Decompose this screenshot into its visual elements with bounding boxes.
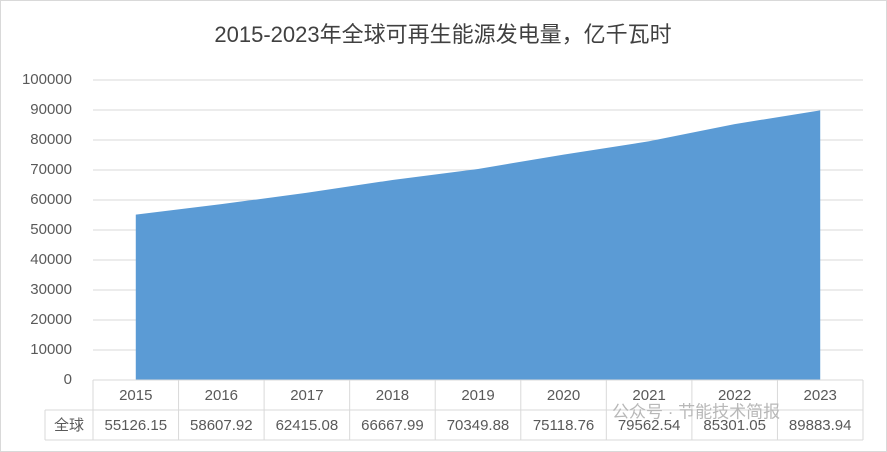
y-tick-label: 60000: [30, 191, 72, 208]
x-tick-label: 2015: [119, 387, 152, 404]
table-value: 66667.99: [361, 417, 424, 434]
x-tick-label: 2022: [718, 387, 751, 404]
y-tick-label: 100000: [22, 71, 72, 88]
y-tick-label: 30000: [30, 281, 72, 298]
legend-label: 全球: [54, 416, 84, 434]
table-value: 62415.08: [276, 417, 339, 434]
y-tick-label: 0: [64, 371, 72, 388]
y-tick-label: 50000: [30, 221, 72, 238]
x-tick-label: 2023: [804, 387, 837, 404]
chart-title: 2015-2023年全球可再生能源发电量，亿千瓦时: [214, 22, 671, 47]
table-value: 85301.05: [703, 417, 766, 434]
x-tick-label: 2017: [290, 387, 323, 404]
x-tick-label: 2018: [376, 387, 409, 404]
y-tick-label: 70000: [30, 161, 72, 178]
area: [135, 110, 821, 381]
table-value: 70349.88: [447, 417, 510, 434]
x-tick-label: 2019: [461, 387, 494, 404]
x-tick-label: 2016: [205, 387, 238, 404]
y-tick-label: 90000: [30, 101, 72, 118]
y-tick-label: 80000: [30, 131, 72, 148]
table-value: 89883.94: [789, 417, 852, 434]
watermark: 公众号 · 节能技术简报: [612, 402, 780, 421]
y-tick-label: 20000: [30, 311, 72, 328]
x-tick-label: 2020: [547, 387, 580, 404]
table-value: 75118.76: [533, 417, 594, 434]
y-tick-label: 10000: [30, 341, 72, 358]
table-value: 79562.54: [618, 417, 681, 434]
y-tick-label: 40000: [30, 251, 72, 268]
table-value: 55126.15: [104, 417, 167, 434]
table-value: 58607.92: [190, 417, 253, 434]
x-tick-label: 2021: [632, 387, 665, 404]
